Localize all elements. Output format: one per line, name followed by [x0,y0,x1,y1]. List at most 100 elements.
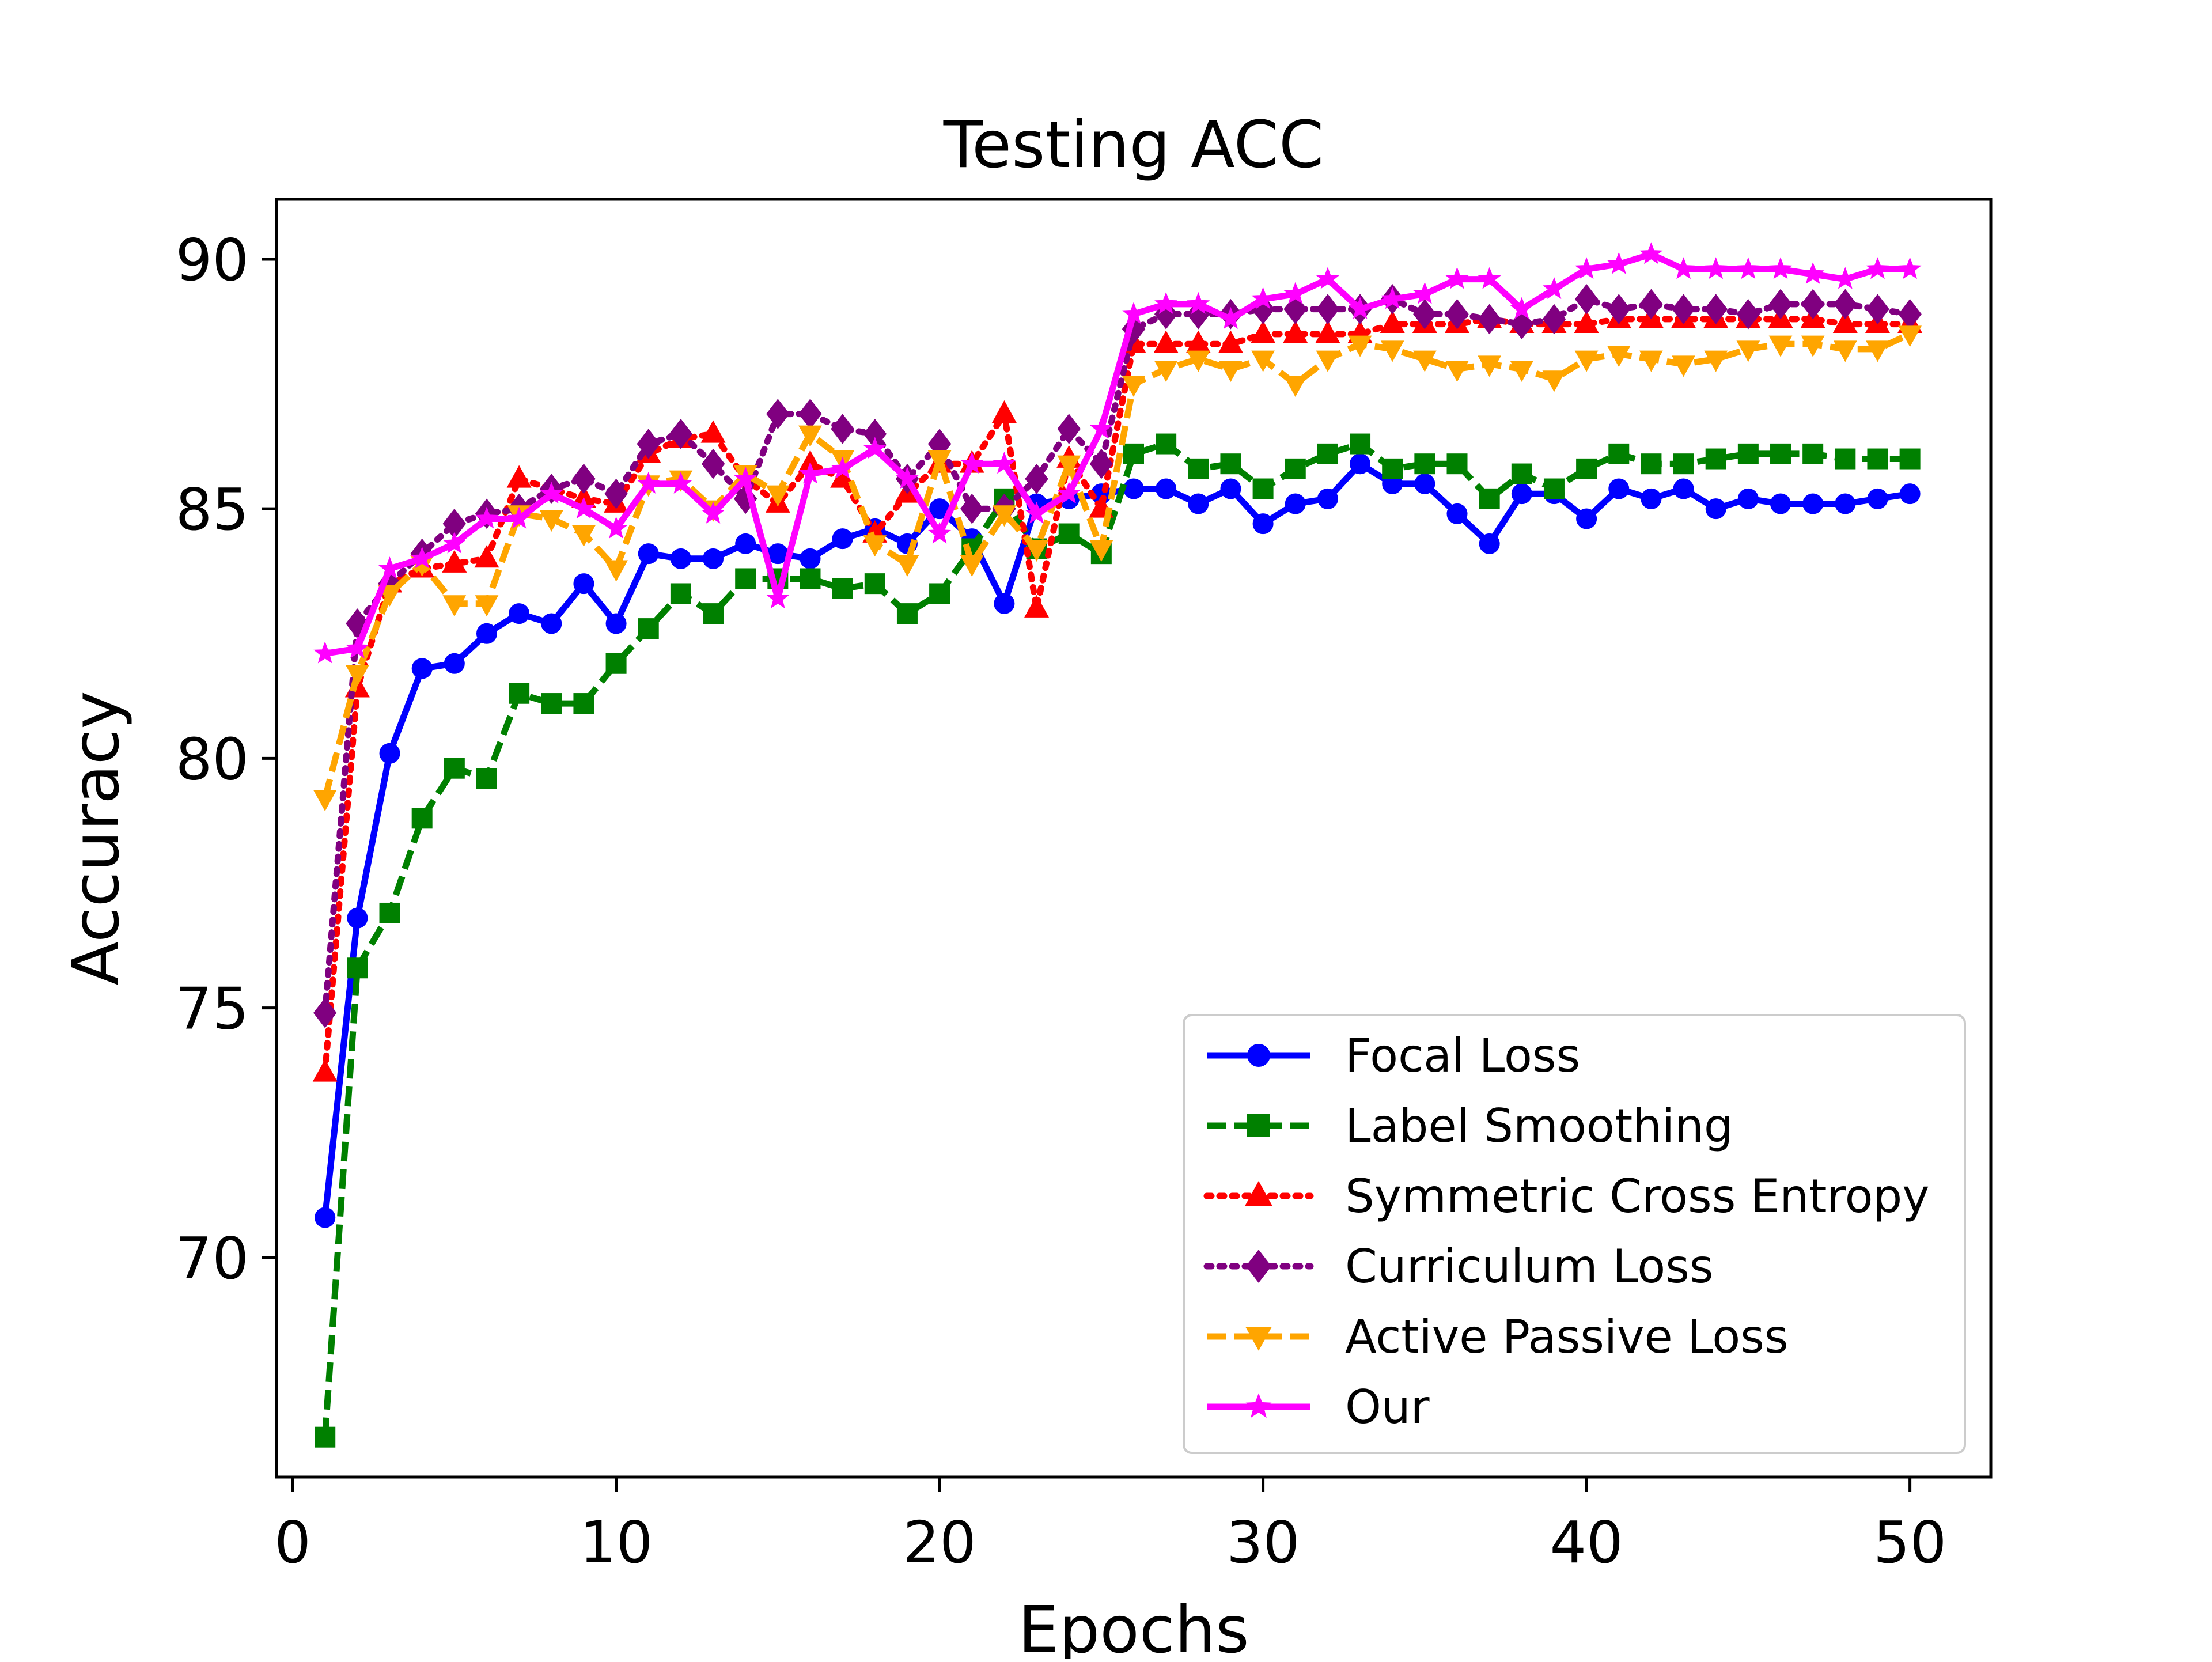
data-point [1025,540,1048,562]
data-point [1639,350,1663,372]
data-point [1673,453,1694,475]
data-point [346,636,369,658]
data-point [1768,289,1793,320]
data-point [1057,414,1081,444]
data-point [960,452,984,474]
legend-marker [1247,1044,1270,1067]
data-point [1381,287,1404,309]
legend-label: Symmetric Cross Entropy [1345,1169,1930,1223]
data-point [1770,493,1791,514]
data-point [798,461,822,484]
data-point [991,400,1017,423]
data-point [638,543,659,565]
series-group [313,325,1922,812]
data-point [864,573,885,595]
data-point [1802,493,1824,514]
data-point [572,463,596,494]
data-point [1156,433,1177,455]
data-point [670,583,691,604]
data-point [1251,320,1276,343]
data-point [1835,493,1856,514]
data-point [1414,473,1435,494]
data-point [540,482,563,504]
data-point [929,583,950,604]
data-point [735,533,756,554]
data-point [1769,257,1792,279]
data-point [1705,448,1726,470]
data-point [1187,291,1210,315]
data-point [1641,488,1662,509]
y-tick-label: 75 [176,975,249,1043]
x-tick-label: 10 [579,1509,653,1576]
data-point [1188,458,1209,479]
data-point [832,578,853,599]
data-point [1317,488,1338,509]
data-point [1801,289,1825,320]
data-point [347,957,368,979]
data-point [1705,498,1726,520]
data-point [1478,267,1501,289]
data-point [1285,458,1306,479]
data-point [1899,483,1921,505]
legend-entry: Active Passive Loss [1207,1310,1789,1364]
legend: Focal Loss Label Smoothing Symmetric Cross… [1183,1014,1966,1454]
data-point [1479,533,1500,554]
data-point [1832,310,1858,334]
data-point [1898,298,1922,330]
data-point [1834,289,1857,320]
data-point [960,555,984,577]
data-point [474,545,499,568]
x-tick-label: 20 [903,1509,976,1576]
data-point [1639,289,1663,320]
y-tick-label: 80 [176,725,249,793]
data-point [1025,501,1048,524]
data-point [1123,478,1144,499]
legend-label: Our [1345,1380,1430,1434]
legend-entry: Curriculum Loss [1203,1240,1714,1293]
data-point [1479,488,1500,509]
data-point [411,658,433,679]
x-tick-label: 40 [1550,1509,1623,1576]
data-point [1122,375,1146,397]
data-point [700,420,726,443]
data-point [475,595,499,617]
plot-area-frame [275,198,1993,1479]
data-point [1672,257,1695,279]
data-point [378,585,402,607]
data-point [1123,443,1144,464]
series-group [313,242,1922,664]
data-point [766,586,790,609]
data-point [379,743,400,764]
data-point [1608,443,1630,464]
data-point [1801,335,1825,357]
data-point [1673,478,1694,499]
data-point [1219,360,1243,383]
y-axis-ticks: 70 75 80 85 90 [176,226,276,1292]
data-point [1350,453,1371,475]
data-point [735,568,756,589]
data-point [637,471,660,494]
data-point [604,560,628,582]
data-point [800,568,821,589]
data-point [1445,267,1469,289]
data-point [1542,370,1566,392]
legend-label: Focal Loss [1345,1029,1580,1082]
legend-box [1183,1014,1966,1454]
y-axis-label: Accuracy [59,691,134,985]
x-axis-label: Epochs [1018,1593,1249,1659]
data-point [1607,345,1631,368]
data-point [798,425,822,447]
data-point [1089,417,1113,439]
data-point [1446,453,1468,475]
x-tick-label: 0 [274,1509,311,1576]
data-point [798,399,822,429]
data-point [541,693,562,714]
data-point [1283,282,1307,304]
data-point [1089,448,1113,479]
data-point [509,683,530,704]
data-point [541,613,562,634]
x-tick-label: 50 [1873,1509,1946,1576]
data-point [347,907,368,929]
data-point [379,902,400,923]
series-line [321,296,1914,1016]
